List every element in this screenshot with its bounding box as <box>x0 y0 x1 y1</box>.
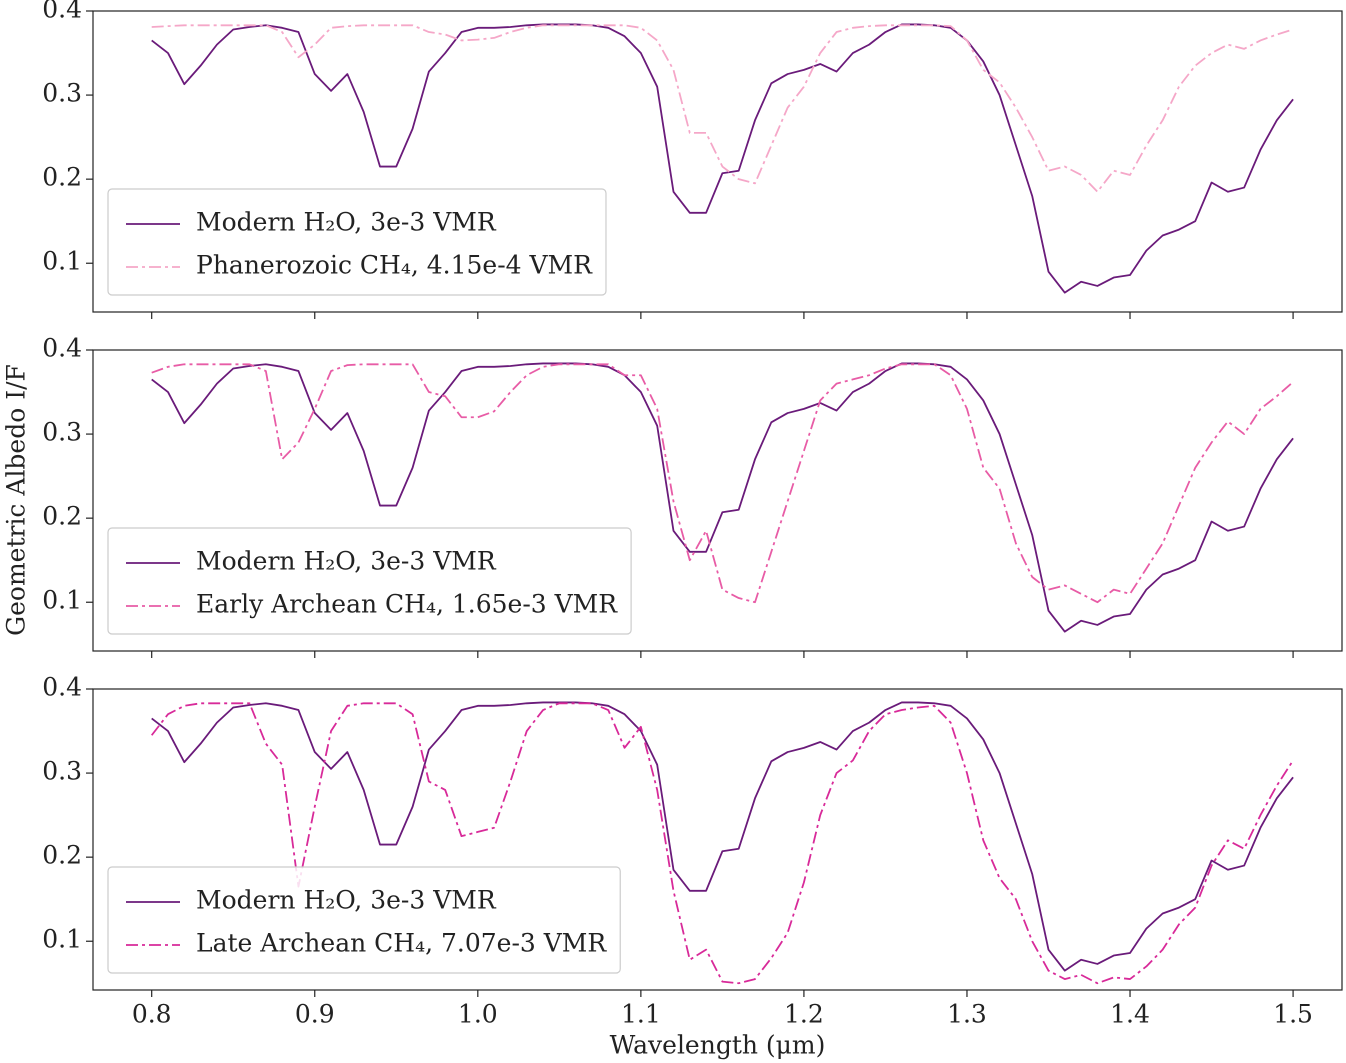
legend-frame <box>107 527 632 635</box>
legend-label: Modern H₂O, 3e-3 VMR <box>196 886 497 915</box>
legend-frame <box>107 866 621 974</box>
panel: 0.1 0.2 0.3 0.4 Modern H₂O, 3e-3 VMR Early Ar… <box>42 334 1343 658</box>
series-line <box>151 701 1294 972</box>
x-tick-label: 1.1 <box>621 1000 661 1029</box>
panel: 0.1 0.2 0.3 0.4 Modern H₂O, 3e-3 VMR Phaneroz… <box>42 0 1343 319</box>
y-tick-label: 0.4 <box>42 0 82 24</box>
legend: Modern H₂O, 3e-3 VMR Phanerozoic CH₄, 4.1… <box>107 188 607 296</box>
legend-label: Late Archean CH₄, 7.07e-3 VMR <box>196 929 607 958</box>
legend-label: Modern H₂O, 3e-3 VMR <box>196 208 497 237</box>
panel: 0.1 0.2 0.3 0.4 0.8 0.9 1.0 1.1 1.2 1.3 1.4 1.5 Wave… <box>42 673 1343 1060</box>
x-tick-label: 1.2 <box>784 1000 824 1029</box>
plot-frame <box>92 10 1343 313</box>
y-tick-label: 0.3 <box>42 79 82 108</box>
x-tick-label: 1.5 <box>1273 1000 1313 1029</box>
plot-frame <box>92 349 1343 652</box>
x-tick-label: 1.3 <box>947 1000 987 1029</box>
y-tick-label: 0.2 <box>42 841 82 870</box>
series-line <box>151 24 1294 193</box>
y-axis-label: Geometric Albedo I/F <box>2 364 31 636</box>
legend-frame <box>107 188 607 296</box>
legend: Modern H₂O, 3e-3 VMR Early Archean CH₄, 1… <box>107 527 632 635</box>
legend: Modern H₂O, 3e-3 VMR Late Archean CH₄, 7.… <box>107 866 621 974</box>
y-tick-label: 0.3 <box>42 757 82 786</box>
y-tick-label: 0.2 <box>42 163 82 192</box>
y-tick-label: 0.4 <box>42 673 82 702</box>
series-line <box>151 362 1294 633</box>
legend-label: Early Archean CH₄, 1.65e-3 VMR <box>196 590 618 619</box>
y-tick-label: 0.1 <box>42 925 82 954</box>
plot-frame <box>92 688 1343 991</box>
x-tick-label: 1.4 <box>1110 1000 1150 1029</box>
legend-label: Modern H₂O, 3e-3 VMR <box>196 547 497 576</box>
y-tick-label: 0.2 <box>42 502 82 531</box>
x-tick-label: 0.9 <box>295 1000 335 1029</box>
x-axis-label: Wavelength (μm) <box>610 1031 826 1060</box>
x-tick-label: 0.8 <box>132 1000 172 1029</box>
y-tick-label: 0.1 <box>42 247 82 276</box>
y-tick-label: 0.3 <box>42 418 82 447</box>
y-tick-label: 0.4 <box>42 334 82 363</box>
series-line <box>150 702 1294 985</box>
series-line <box>151 23 1294 294</box>
legend-label: Phanerozoic CH₄, 4.15e-4 VMR <box>196 251 593 280</box>
y-tick-label: 0.1 <box>42 586 82 615</box>
x-tick-label: 1.0 <box>458 1000 498 1029</box>
